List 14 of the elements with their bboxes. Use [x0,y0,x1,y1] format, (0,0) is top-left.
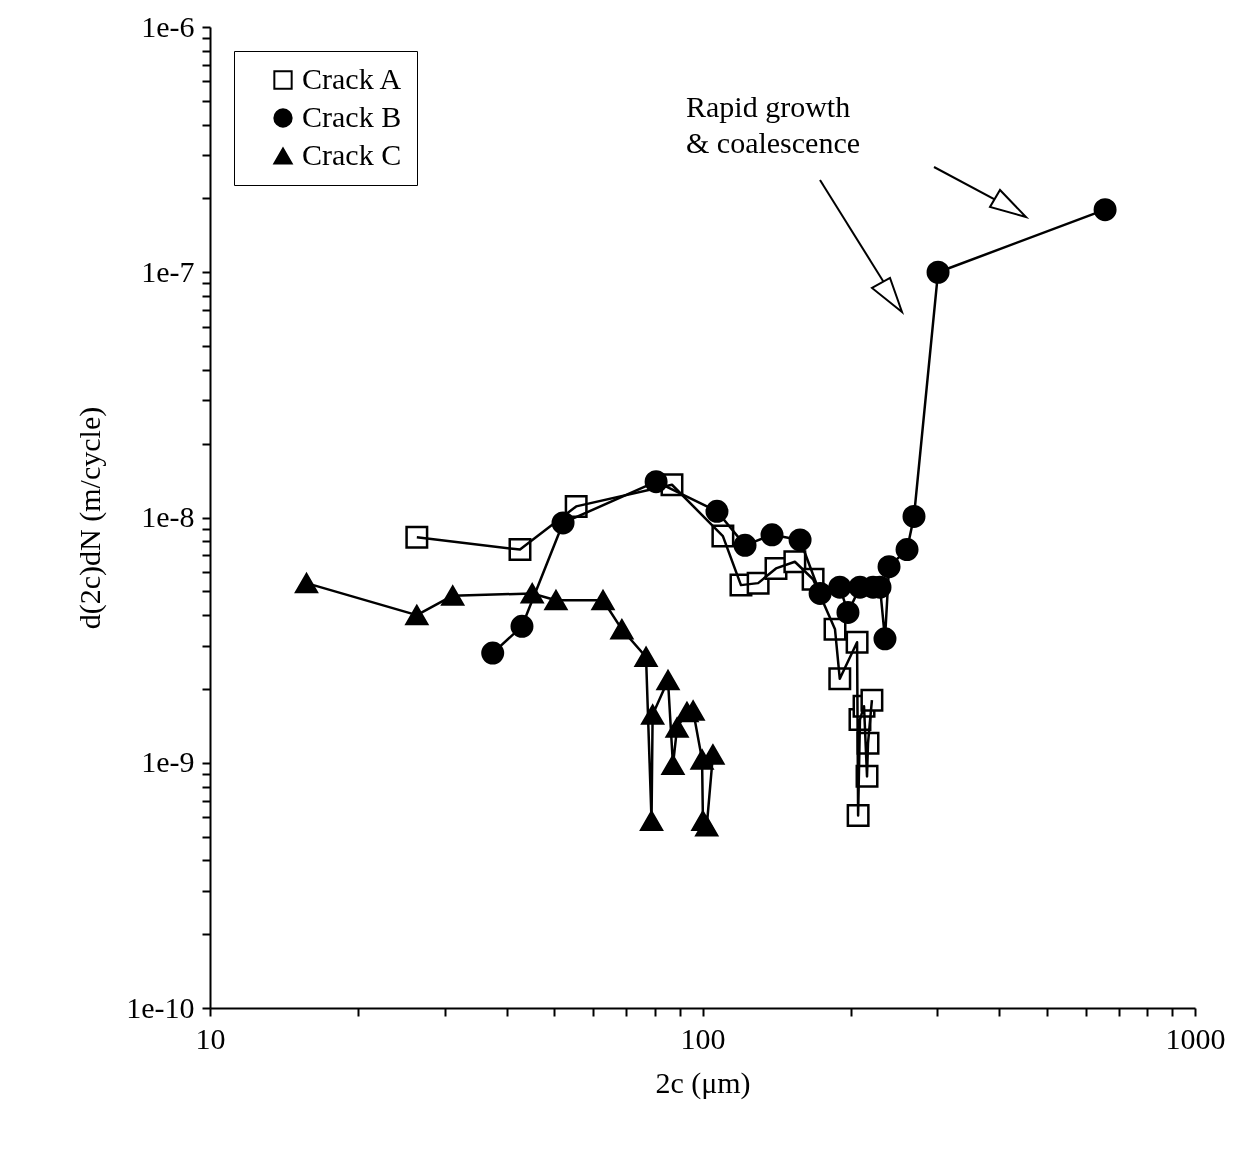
x-axis-title: 2c (μm) [655,1065,751,1100]
y-tick-label: 1e-10 [126,990,195,1024]
x-tick-label: 10 [195,1021,226,1055]
legend-label: Crack B [302,100,402,133]
x-tick-label: 1000 [1165,1021,1226,1055]
legend-label: Crack C [302,138,402,171]
annotation: Rapid growth & coalescence [686,90,861,159]
y-tick-label: 1e-9 [141,745,195,779]
y-tick-label: 1e-8 [141,500,195,533]
legend-label: Crack A [302,62,402,95]
y-tick-label: 1e-7 [141,254,195,288]
x-tick-label: 100 [680,1021,726,1055]
y-tick-label: 1e-6 [141,9,195,43]
y-axis-title: d(2c)dN (m/cycle) [73,406,108,630]
